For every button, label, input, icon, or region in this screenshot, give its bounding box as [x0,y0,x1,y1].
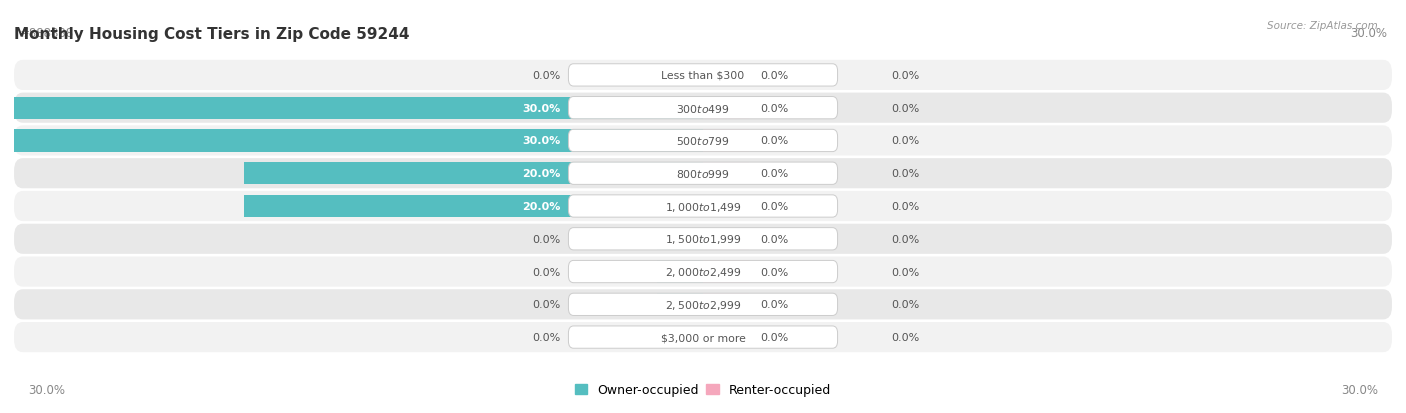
Text: 0.0%: 0.0% [891,234,920,244]
Bar [657,294,703,316]
FancyBboxPatch shape [14,224,1392,254]
FancyBboxPatch shape [14,322,1392,352]
FancyBboxPatch shape [568,261,838,283]
Text: 0.0%: 0.0% [891,169,920,179]
Text: 0.0%: 0.0% [891,103,920,114]
Bar [657,228,703,250]
FancyBboxPatch shape [568,97,838,119]
Bar [703,261,749,283]
Text: 0.0%: 0.0% [891,267,920,277]
Text: $500 to $799: $500 to $799 [676,135,730,147]
Text: 0.0%: 0.0% [761,71,789,81]
Text: 0.0%: 0.0% [891,299,920,310]
Bar [703,130,749,152]
Text: 0.0%: 0.0% [761,332,789,342]
Bar [657,326,703,349]
Text: 0.0%: 0.0% [891,332,920,342]
Text: Monthly Housing Cost Tiers in Zip Code 59244: Monthly Housing Cost Tiers in Zip Code 5… [14,26,409,41]
Bar [703,195,749,218]
Text: Less than $300: Less than $300 [661,71,745,81]
Text: $300 to $499: $300 to $499 [676,102,730,114]
Bar [657,64,703,87]
FancyBboxPatch shape [14,126,1392,156]
Text: 0.0%: 0.0% [761,202,789,211]
Bar [657,261,703,283]
Text: 0.0%: 0.0% [533,332,561,342]
Bar [703,97,749,119]
Legend: Owner-occupied, Renter-occupied: Owner-occupied, Renter-occupied [569,378,837,401]
Text: 20.0%: 20.0% [522,169,561,179]
Text: $3,000 or more: $3,000 or more [661,332,745,342]
FancyBboxPatch shape [568,130,838,152]
Text: 30.0%: 30.0% [1350,27,1388,40]
Bar [703,294,749,316]
Bar [14,97,703,119]
Text: 30.0%: 30.0% [523,103,561,114]
Text: 30.0%: 30.0% [28,384,65,396]
FancyBboxPatch shape [568,326,838,349]
Text: 20.0%: 20.0% [522,202,561,211]
Text: 0.0%: 0.0% [891,136,920,146]
Text: #888888: #888888 [18,27,73,40]
Text: 0.0%: 0.0% [761,299,789,310]
Bar [703,163,749,185]
FancyBboxPatch shape [568,163,838,185]
FancyBboxPatch shape [14,257,1392,287]
Text: $800 to $999: $800 to $999 [676,168,730,180]
Text: $2,500 to $2,999: $2,500 to $2,999 [665,298,741,311]
FancyBboxPatch shape [568,195,838,218]
Bar [243,195,703,218]
Text: $1,000 to $1,499: $1,000 to $1,499 [665,200,741,213]
FancyBboxPatch shape [14,61,1392,91]
Text: 0.0%: 0.0% [891,71,920,81]
FancyBboxPatch shape [568,64,838,87]
Text: 0.0%: 0.0% [761,103,789,114]
FancyBboxPatch shape [568,294,838,316]
Bar [14,130,703,152]
Text: 30.0%: 30.0% [523,136,561,146]
Bar [703,64,749,87]
FancyBboxPatch shape [14,192,1392,221]
Text: $1,500 to $1,999: $1,500 to $1,999 [665,233,741,246]
Text: Source: ZipAtlas.com: Source: ZipAtlas.com [1267,21,1378,31]
FancyBboxPatch shape [14,290,1392,320]
Bar [243,163,703,185]
Text: 0.0%: 0.0% [761,169,789,179]
Text: 30.0%: 30.0% [1341,384,1378,396]
Text: $2,000 to $2,499: $2,000 to $2,499 [665,266,741,278]
Bar [703,228,749,250]
FancyBboxPatch shape [14,159,1392,189]
Text: 0.0%: 0.0% [533,299,561,310]
Text: 0.0%: 0.0% [533,71,561,81]
FancyBboxPatch shape [14,93,1392,123]
Text: 0.0%: 0.0% [891,202,920,211]
Text: 0.0%: 0.0% [761,267,789,277]
FancyBboxPatch shape [568,228,838,250]
Text: 0.0%: 0.0% [533,234,561,244]
Bar [703,326,749,349]
Text: 0.0%: 0.0% [761,234,789,244]
Text: 0.0%: 0.0% [761,136,789,146]
Text: 0.0%: 0.0% [533,267,561,277]
